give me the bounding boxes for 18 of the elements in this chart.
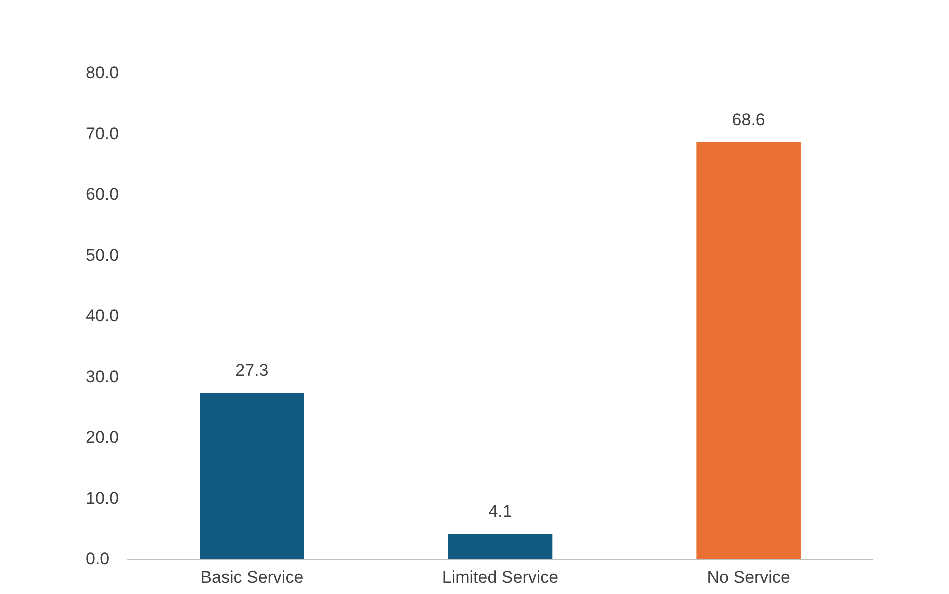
- y-tick-label: 70.0: [86, 124, 120, 144]
- x-tick-label: Limited Service: [442, 568, 559, 587]
- data-label: 68.6: [732, 110, 766, 130]
- x-tick-label: No Service: [707, 568, 790, 587]
- bar: [200, 393, 304, 559]
- bar: [448, 534, 553, 559]
- y-tick-label: 30.0: [86, 367, 120, 386]
- y-tick-label: 60.0: [86, 185, 120, 204]
- x-tick-label: Basic Service: [200, 568, 304, 587]
- y-tick-label: 40.0: [86, 306, 120, 326]
- bar: [696, 142, 801, 559]
- data-label: 4.1: [488, 502, 512, 522]
- data-label: 27.3: [236, 361, 269, 380]
- y-tick-label: 80.0: [86, 64, 120, 82]
- y-tick-label: 50.0: [86, 246, 120, 265]
- y-tick-label: 20.0: [86, 428, 120, 447]
- y-tick-label: 10.0: [86, 488, 120, 508]
- y-tick-label: 0.0: [86, 550, 110, 568]
